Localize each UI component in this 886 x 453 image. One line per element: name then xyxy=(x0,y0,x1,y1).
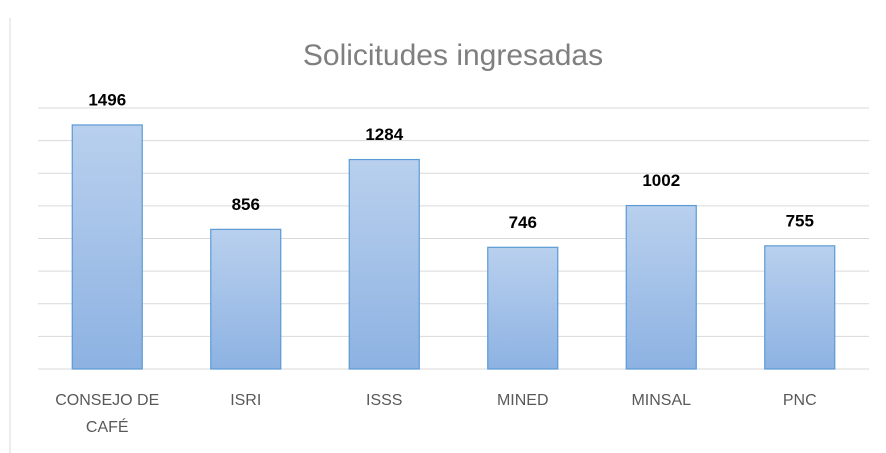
data-label: 856 xyxy=(232,195,260,214)
bar xyxy=(625,204,697,370)
data-label: 746 xyxy=(509,213,537,232)
bar xyxy=(210,228,282,370)
x-tick-label: CONSEJO DE CAFÉ xyxy=(55,392,160,436)
x-tick-label: ISSS xyxy=(366,392,403,409)
x-tick-label: MINED xyxy=(496,392,549,409)
data-label: 755 xyxy=(786,211,814,230)
bar xyxy=(71,124,143,370)
data-label: 1496 xyxy=(88,90,126,109)
x-tick-label: MINSAL xyxy=(631,392,692,409)
x-tick-label: PNC xyxy=(782,392,817,409)
chart-title: Solicitudes ingresadas xyxy=(303,39,603,72)
data-label: 1284 xyxy=(365,125,403,144)
bar xyxy=(764,245,836,370)
x-tick-label: ISRI xyxy=(230,392,262,409)
data-label: 1002 xyxy=(642,171,680,190)
bar xyxy=(348,158,420,370)
bar xyxy=(487,246,559,370)
